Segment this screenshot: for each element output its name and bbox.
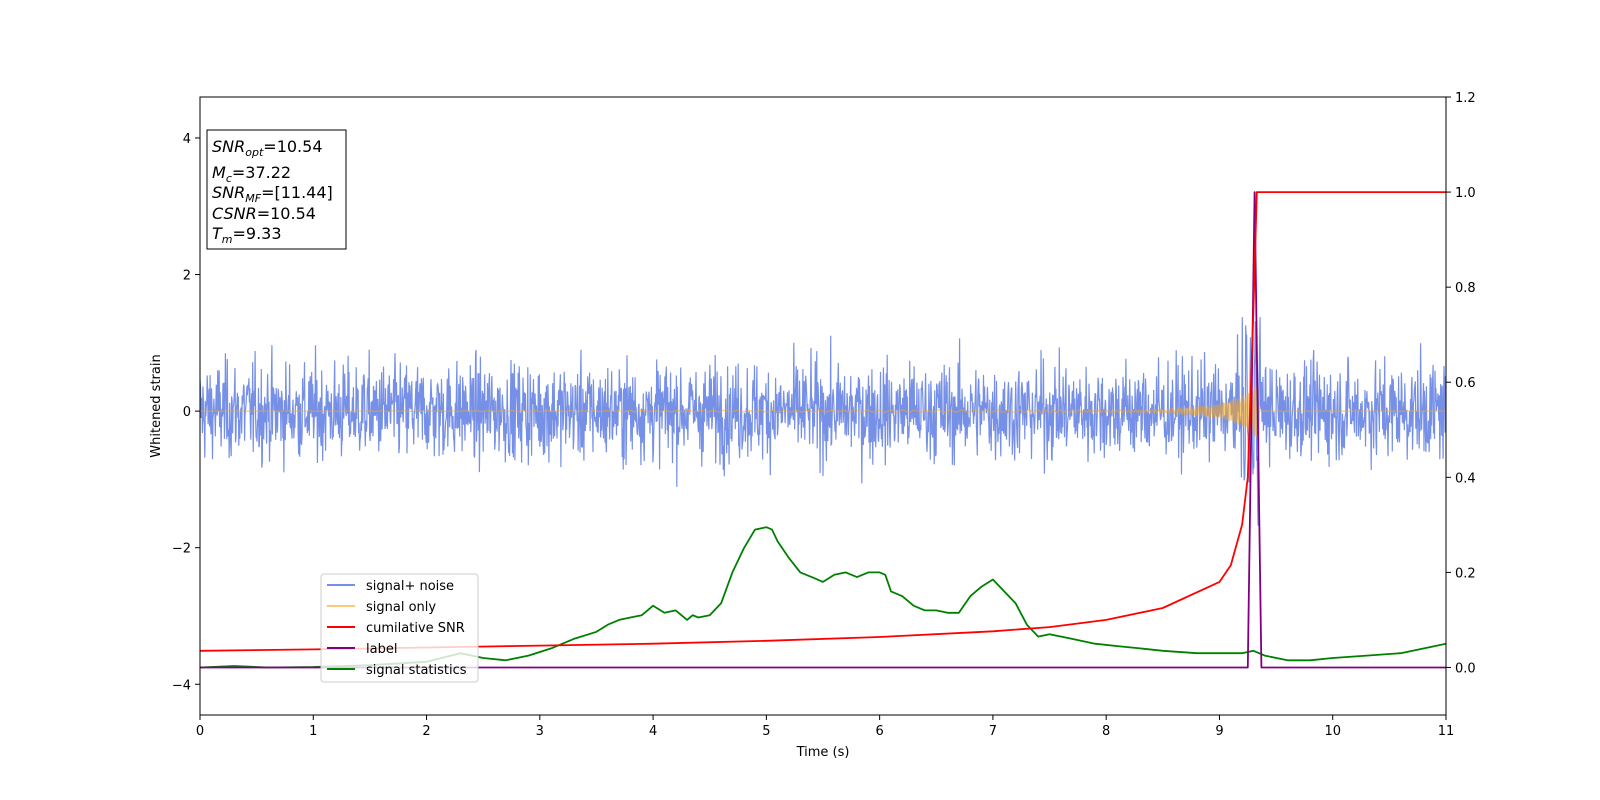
x-tick-label: 3 — [536, 724, 544, 739]
series-layer — [200, 191, 1446, 669]
info-snr-opt: SNRopt=10.54 — [212, 137, 323, 159]
info-snr-mf: SNRMF=[11.44] — [212, 183, 333, 205]
legend: signal+ noise signal only cumilative SNR… — [320, 573, 479, 683]
y2-tick-label: 1.0 — [1455, 186, 1476, 201]
series-signal-statistics — [200, 526, 1446, 669]
x-tick-label: 11 — [1438, 724, 1455, 739]
legend-label-signal-statistics: signal statistics — [366, 663, 467, 678]
y-tick-label: 0 — [183, 405, 191, 420]
y2-tick-label: 0.2 — [1455, 566, 1476, 581]
info-box-frame — [206, 129, 347, 250]
x-tick-label: 2 — [422, 724, 430, 739]
series-cumilative-snr — [200, 191, 1446, 652]
y-tick-label: −2 — [172, 542, 191, 557]
legend-label-signal-only: signal only — [366, 600, 436, 615]
legend-label-signal-noise: signal+ noise — [366, 579, 454, 594]
series-label — [200, 191, 1446, 669]
x-tick-label: 8 — [1102, 724, 1110, 739]
y-tick-label: 2 — [183, 269, 191, 284]
info-mc: Mc=37.22 — [212, 163, 291, 185]
y2-tick-label: 0.8 — [1455, 281, 1476, 296]
plot-frame — [199, 96, 1447, 716]
y2-tick-label: 0.6 — [1455, 376, 1476, 391]
x-tick-label: 0 — [196, 724, 204, 739]
x-tick-label: 6 — [875, 724, 883, 739]
x-tick-label: 10 — [1324, 724, 1341, 739]
x-axis-label: Time (s) — [796, 745, 850, 760]
axes-layer: 0 1 2 3 4 5 6 7 8 9 10 11 4 2 0 −2 −4 1.2 1.0 0.8 0.6 0.4 0.2 0… — [172, 91, 1476, 739]
legend-label-cumilative-snr: cumilative SNR — [366, 621, 465, 636]
legend-frame — [320, 573, 479, 683]
legend-label-label: label — [366, 642, 397, 657]
x-tick-label: 4 — [649, 724, 657, 739]
x-tick-label: 9 — [1215, 724, 1223, 739]
y-axis-label: Whitened strain — [149, 354, 164, 457]
y-tick-label: −4 — [172, 678, 191, 693]
x-tick-label: 7 — [989, 724, 997, 739]
y2-tick-label: 1.2 — [1455, 91, 1476, 106]
info-csnr: CSNR=10.54 — [212, 204, 316, 223]
y2-tick-label: 0.4 — [1455, 471, 1476, 486]
y-tick-label: 4 — [183, 132, 191, 147]
info-tm: Tm=9.33 — [212, 224, 282, 246]
info-box: SNRopt=10.54 Mc=37.22 SNRMF=[11.44] CSNR… — [206, 129, 347, 250]
y2-tick-label: 0.0 — [1455, 661, 1476, 676]
x-tick-label: 5 — [762, 724, 770, 739]
x-tick-label: 1 — [309, 724, 317, 739]
series-signal-only — [200, 384, 1446, 438]
